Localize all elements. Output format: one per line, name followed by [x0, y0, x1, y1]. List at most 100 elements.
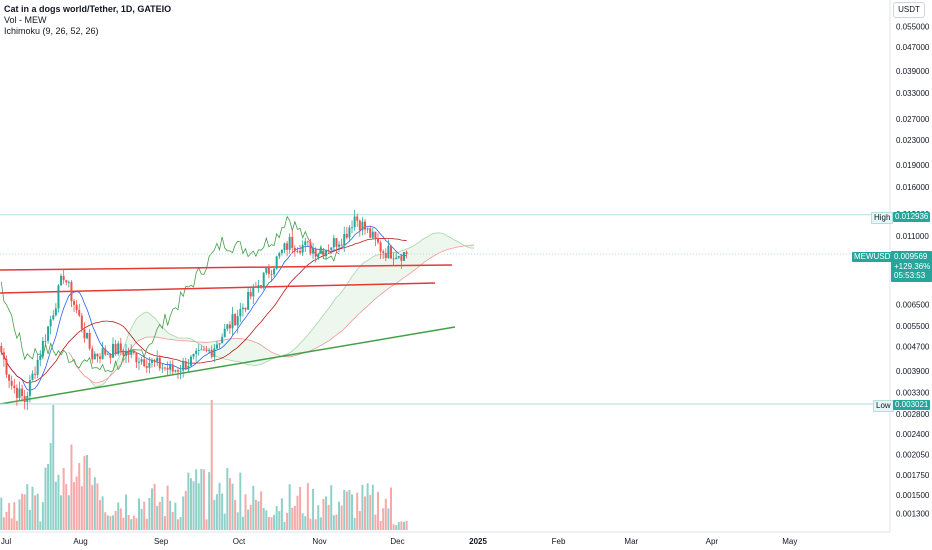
volume-bar: [145, 518, 148, 530]
candle-body: [106, 353, 109, 355]
price-tick-label: 0.002050: [896, 450, 930, 459]
candle-body: [390, 245, 392, 259]
candle-body: [293, 247, 296, 251]
volume-bar: [73, 482, 76, 530]
candle-body: [182, 361, 185, 371]
time-axis[interactable]: Jul Aug Sep Oct Nov Dec 2025 Feb Mar Apr May: [0, 531, 890, 546]
candle-body: [127, 350, 130, 355]
time-tick-label: Aug: [73, 537, 87, 546]
candle-body: [288, 236, 291, 250]
volume-bar: [304, 516, 307, 530]
volume-bar: [244, 494, 247, 530]
candle-body: [304, 241, 307, 246]
candle-body: [200, 349, 203, 351]
candle-body: [145, 366, 148, 368]
candle-body: [60, 275, 63, 286]
candle-body: [325, 249, 328, 257]
time-tick-label: 2025: [469, 537, 487, 546]
candle-body: [161, 367, 164, 369]
volume-bar: [49, 443, 52, 530]
volume-bar: [317, 505, 320, 530]
volume-bar: [384, 498, 387, 530]
candle-body: [223, 328, 226, 337]
volume-bar: [184, 490, 187, 530]
high-low-lines: [0, 214, 890, 405]
candle-body: [226, 324, 229, 329]
candle-body: [364, 221, 367, 230]
volume-bar: [5, 511, 8, 530]
candle-body: [153, 359, 156, 362]
volume-bar: [18, 499, 21, 530]
volume-bar: [83, 455, 86, 530]
price-tick-label: 0.006500: [896, 300, 930, 309]
ichimoku-indicator-label[interactable]: Ichimoku (9, 26, 52, 26): [4, 26, 99, 36]
time-tick-label: Jul: [1, 537, 11, 546]
candle-body: [158, 357, 161, 369]
candle-body: [73, 301, 76, 305]
volume-bar: [301, 513, 304, 530]
candle-body: [0, 345, 3, 353]
low-label: Low: [873, 400, 894, 412]
candle-body: [208, 349, 211, 351]
candle-body: [187, 365, 190, 370]
volume-bar: [205, 519, 208, 530]
volume-bar: [13, 502, 16, 530]
last-price-box: 0.009569 +129.36% 05:53:53: [891, 251, 932, 282]
price-tick-label: 0.016000: [896, 183, 930, 192]
volume-bars: [0, 400, 408, 530]
volume-bar: [267, 517, 270, 530]
price-axis[interactable]: 0.055000 0.047000 0.039000 0.033000 0.027000…: [889, 0, 930, 532]
volume-bar: [163, 516, 166, 530]
volume-bar: [158, 501, 161, 530]
volume-bar: [182, 496, 185, 530]
volume-bar: [231, 483, 234, 530]
candle-body: [140, 359, 143, 362]
volume-bar: [351, 494, 354, 530]
candle-body: [309, 241, 312, 254]
candle-body: [260, 285, 263, 287]
candle-body: [215, 344, 218, 349]
candle-body: [197, 349, 200, 351]
candle-body: [351, 227, 354, 229]
volume-bar: [150, 488, 153, 530]
volume-bar: [293, 505, 296, 530]
volume-bar: [171, 512, 174, 530]
candle-body: [125, 350, 128, 356]
volume-bar: [270, 517, 273, 530]
volume-bar: [127, 514, 130, 530]
candle-body: [283, 243, 286, 251]
candle-body: [312, 248, 315, 254]
volume-bar: [96, 483, 99, 530]
price-tick-label: 0.004700: [896, 342, 930, 351]
price-tick-label: 0.027000: [896, 115, 930, 124]
candle-body: [247, 291, 250, 310]
volume-bar: [195, 469, 198, 530]
volume-bar: [93, 477, 96, 530]
volume-bar: [187, 472, 190, 530]
candle-body: [249, 291, 252, 297]
symbol-title[interactable]: Cat in a dogs world/Tether, 1D, GATEIO: [4, 4, 172, 14]
chart-legend: Cat in a dogs world/Tether, 1D, GATEIO V…: [4, 4, 171, 37]
candle-body: [189, 356, 192, 366]
price-tick-label: 0.005500: [896, 322, 930, 331]
time-tick-label: Dec: [390, 537, 404, 546]
candle-body: [2, 352, 5, 360]
volume-bar: [343, 489, 346, 530]
volume-bar: [249, 504, 252, 530]
price-tick-label: 0.001500: [896, 491, 930, 500]
price-tick-label: 0.011000: [896, 232, 929, 241]
volume-bar: [39, 521, 42, 530]
volume-bar: [2, 517, 5, 530]
volume-bar: [8, 503, 11, 530]
volume-bar: [156, 505, 159, 530]
volume-bar: [143, 501, 146, 530]
candle-body: [148, 362, 151, 368]
volume-bar: [260, 491, 263, 530]
currency-button[interactable]: USDT: [893, 2, 925, 18]
candle-body: [335, 238, 338, 247]
candle-body: [99, 356, 102, 359]
volume-bar: [280, 498, 283, 530]
candle-body: [384, 253, 387, 259]
volume-indicator-label[interactable]: Vol - MEW: [4, 15, 47, 25]
